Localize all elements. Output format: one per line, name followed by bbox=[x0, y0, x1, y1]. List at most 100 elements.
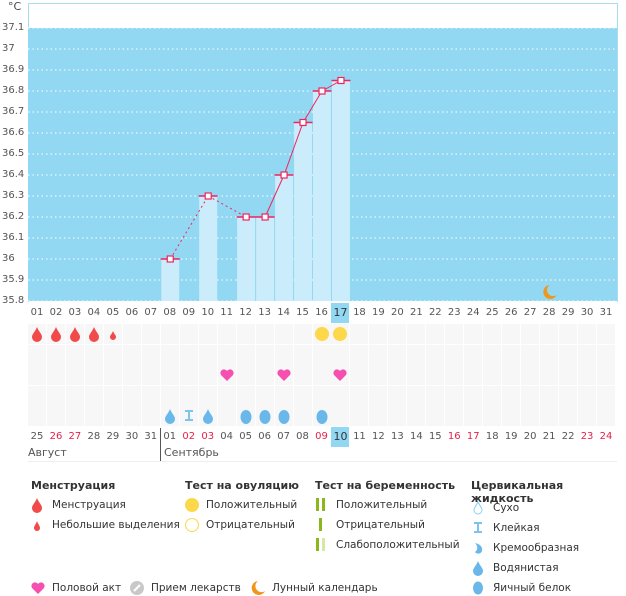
marker-cell bbox=[103, 365, 122, 385]
calendar-date[interactable]: 13 bbox=[391, 431, 404, 442]
cycle-day[interactable]: 20 bbox=[391, 307, 404, 318]
cycle-day[interactable]: 22 bbox=[428, 307, 442, 318]
calendar-date[interactable]: 25 bbox=[30, 431, 44, 442]
marker-cell bbox=[160, 324, 179, 344]
calendar-date[interactable]: 29 bbox=[106, 431, 120, 442]
cycle-day[interactable]: 12 bbox=[239, 307, 252, 318]
calendar-date[interactable]: 26 bbox=[49, 431, 63, 442]
y-tick-label: 35.9 bbox=[2, 274, 25, 285]
calendar-date[interactable]: 30 bbox=[125, 431, 139, 442]
marker-cell bbox=[179, 406, 198, 426]
cycle-day[interactable]: 01 bbox=[30, 307, 44, 318]
marker-cell bbox=[122, 365, 141, 385]
cycle-day[interactable]: 24 bbox=[466, 307, 480, 318]
marker-cell bbox=[141, 386, 160, 406]
cycle-day[interactable]: 29 bbox=[561, 307, 575, 318]
marker-cell bbox=[426, 365, 445, 385]
marker-cell bbox=[369, 365, 388, 385]
marker-cell bbox=[28, 406, 46, 426]
cycle-day[interactable]: 23 bbox=[447, 307, 461, 318]
cycle-day[interactable]: 06 bbox=[125, 307, 139, 318]
calendar-date[interactable]: 02 bbox=[182, 431, 196, 442]
temperature-point bbox=[299, 118, 307, 127]
cycle-day[interactable]: 19 bbox=[372, 307, 385, 318]
calendar-date[interactable]: 28 bbox=[87, 431, 101, 442]
hourglass-icon bbox=[474, 522, 482, 533]
cycle-day[interactable]: 03 bbox=[68, 307, 82, 318]
calendar-date[interactable]: 11 bbox=[353, 431, 366, 442]
calendar-date[interactable]: 16 bbox=[447, 431, 461, 442]
cycle-day[interactable]: 07 bbox=[144, 307, 158, 318]
heart-icon bbox=[276, 369, 291, 381]
cycle-day[interactable]: 05 bbox=[106, 307, 120, 318]
y-tick-label: 37.1 bbox=[2, 22, 25, 33]
cycle-day[interactable]: 31 bbox=[599, 307, 613, 318]
calendar-date[interactable]: 27 bbox=[68, 431, 82, 442]
temperature-bar bbox=[237, 217, 256, 301]
calendar-date[interactable]: 15 bbox=[428, 431, 442, 442]
marker-cell bbox=[369, 406, 388, 426]
marker-cell bbox=[179, 386, 198, 406]
cycle-day[interactable]: 11 bbox=[220, 307, 234, 318]
calendar-date[interactable]: 03 bbox=[201, 431, 215, 442]
moon-icon bbox=[543, 285, 557, 299]
cycle-day[interactable]: 21 bbox=[409, 307, 423, 318]
calendar-date[interactable]: 24 bbox=[599, 431, 613, 442]
cycle-day[interactable]: 30 bbox=[580, 307, 594, 318]
calendar-date[interactable]: 06 bbox=[258, 431, 271, 442]
cycle-day[interactable]: 09 bbox=[182, 307, 196, 318]
temperature-bar bbox=[331, 80, 350, 301]
cycle-day[interactable]: 17 bbox=[331, 303, 350, 323]
marker-cell bbox=[274, 365, 293, 385]
marker-cell bbox=[198, 324, 217, 344]
cycle-day[interactable]: 14 bbox=[277, 307, 290, 318]
marker-cell bbox=[540, 324, 559, 344]
cycle-day[interactable]: 28 bbox=[542, 307, 556, 318]
marker-cell bbox=[141, 406, 160, 426]
calendar-date[interactable]: 08 bbox=[296, 431, 309, 442]
calendar-date[interactable]: 20 bbox=[523, 431, 537, 442]
calendar-date[interactable]: 01 bbox=[163, 431, 177, 442]
y-tick-label: 36.7 bbox=[2, 106, 25, 117]
calendar-date[interactable]: 23 bbox=[580, 431, 594, 442]
calendar-date[interactable]: 10 bbox=[331, 427, 350, 447]
calendar-date[interactable]: 14 bbox=[409, 431, 423, 442]
cycle-day[interactable]: 04 bbox=[87, 307, 101, 318]
marker-cell bbox=[179, 345, 198, 365]
cycle-day[interactable]: 25 bbox=[485, 307, 499, 318]
marker-cell bbox=[578, 406, 597, 426]
marker-cell bbox=[350, 386, 369, 406]
cycle-day[interactable]: 26 bbox=[504, 307, 518, 318]
month-august: Август bbox=[28, 446, 67, 459]
calendar-date[interactable]: 18 bbox=[485, 431, 499, 442]
cycle-day[interactable]: 08 bbox=[163, 307, 177, 318]
cycle-day[interactable]: 27 bbox=[523, 307, 537, 318]
legend-ovulation-positive: Положительный bbox=[185, 498, 297, 512]
moon-icon bbox=[251, 581, 265, 595]
calendar-date[interactable]: 05 bbox=[239, 431, 252, 442]
temperature-line-segment bbox=[169, 195, 209, 260]
marker-cell bbox=[84, 365, 103, 385]
legend-pregnancy-negative: Отрицательный bbox=[319, 518, 425, 531]
calendar-date[interactable]: 12 bbox=[372, 431, 385, 442]
temperature-bar bbox=[199, 196, 218, 301]
cycle-day[interactable]: 13 bbox=[258, 307, 271, 318]
calendar-date[interactable]: 19 bbox=[504, 431, 518, 442]
calendar-date[interactable]: 17 bbox=[466, 431, 480, 442]
calendar-date[interactable]: 04 bbox=[220, 431, 234, 442]
calendar-date[interactable]: 07 bbox=[277, 431, 290, 442]
marker-cell bbox=[236, 324, 255, 344]
calendar-date[interactable]: 31 bbox=[144, 431, 158, 442]
marker-cell bbox=[274, 345, 293, 365]
calendar-date[interactable]: 22 bbox=[561, 431, 575, 442]
cycle-day[interactable]: 10 bbox=[201, 307, 215, 318]
calendar-date[interactable]: 09 bbox=[315, 431, 328, 442]
cycle-day[interactable]: 16 bbox=[315, 307, 328, 318]
cycle-day[interactable]: 02 bbox=[49, 307, 63, 318]
temperature-bar bbox=[294, 122, 313, 301]
cycle-day[interactable]: 18 bbox=[353, 307, 366, 318]
calendar-date[interactable]: 21 bbox=[542, 431, 556, 442]
marker-cell bbox=[483, 386, 502, 406]
marker-cell bbox=[407, 345, 426, 365]
cycle-day[interactable]: 15 bbox=[296, 307, 309, 318]
